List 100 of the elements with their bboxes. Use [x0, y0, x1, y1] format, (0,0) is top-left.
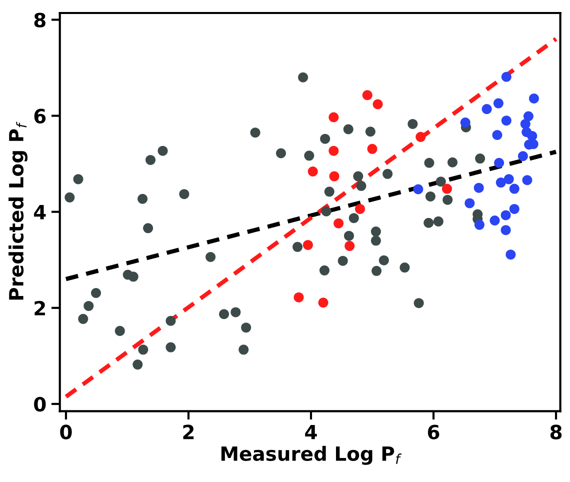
- point: [442, 194, 453, 205]
- point: [138, 194, 148, 204]
- point: [353, 171, 364, 182]
- point: [321, 206, 332, 216]
- point: [320, 134, 330, 144]
- x-tick-label: 4: [305, 424, 317, 440]
- point: [64, 192, 75, 202]
- point: [500, 210, 511, 220]
- point: [414, 298, 424, 308]
- point: [354, 204, 366, 214]
- point: [219, 309, 230, 320]
- point: [425, 191, 436, 202]
- point: [372, 266, 382, 276]
- point: [424, 158, 434, 168]
- x-axis-title: Measured Log P$_{f}$: [221, 446, 402, 465]
- point: [302, 240, 313, 250]
- y-axis-title: Predicted Log P$_{f}$: [8, 122, 28, 300]
- point: [528, 93, 539, 104]
- point: [143, 223, 154, 234]
- point: [447, 157, 458, 168]
- y-tick-label: 0: [34, 396, 46, 412]
- point: [492, 130, 502, 140]
- point: [166, 342, 176, 352]
- point: [328, 112, 339, 122]
- x-tick-label: 0: [60, 424, 72, 440]
- point: [238, 344, 249, 355]
- point: [338, 256, 348, 266]
- point: [230, 307, 241, 318]
- point: [334, 218, 344, 228]
- point: [250, 128, 260, 138]
- point: [518, 151, 528, 162]
- point: [504, 174, 514, 184]
- point: [304, 150, 314, 161]
- point: [146, 154, 156, 165]
- x-tick-label: 8: [550, 424, 562, 440]
- point: [382, 168, 393, 179]
- point: [520, 118, 530, 129]
- point: [436, 176, 446, 187]
- point: [308, 166, 318, 177]
- point: [90, 288, 101, 298]
- point: [400, 262, 410, 273]
- point: [298, 72, 308, 82]
- point: [433, 216, 444, 226]
- point: [329, 171, 340, 182]
- y-tick-label: 2: [34, 300, 45, 316]
- point: [464, 198, 475, 208]
- point: [362, 90, 372, 100]
- point: [509, 184, 520, 194]
- point: [319, 265, 330, 276]
- point: [132, 360, 143, 370]
- point: [356, 180, 366, 191]
- y-tick-label: 8: [34, 12, 46, 28]
- point: [84, 300, 94, 311]
- point: [114, 326, 125, 336]
- point: [138, 344, 148, 355]
- point: [348, 213, 359, 224]
- point: [324, 186, 334, 197]
- y-tick-label: 4: [34, 205, 46, 220]
- point: [416, 132, 426, 142]
- point: [328, 146, 339, 156]
- point: [344, 230, 354, 241]
- point: [294, 292, 304, 302]
- point: [128, 272, 138, 282]
- point: [442, 184, 452, 194]
- point: [501, 116, 512, 126]
- point: [158, 146, 168, 156]
- point: [318, 298, 328, 308]
- point: [500, 225, 511, 236]
- point: [370, 226, 381, 237]
- point: [276, 148, 286, 158]
- y-tick-label: 6: [34, 108, 46, 124]
- point: [73, 174, 84, 184]
- point: [522, 175, 532, 186]
- point: [474, 182, 484, 193]
- point: [474, 220, 484, 230]
- point: [509, 204, 520, 214]
- point: [490, 215, 500, 226]
- point: [506, 250, 516, 260]
- point: [496, 178, 506, 188]
- point: [460, 118, 470, 128]
- point: [494, 158, 504, 168]
- point: [292, 242, 303, 252]
- point: [206, 252, 216, 262]
- point: [413, 184, 424, 194]
- point: [408, 118, 418, 129]
- point: [475, 154, 486, 164]
- point: [370, 236, 381, 246]
- point: [343, 124, 354, 134]
- point: [501, 72, 512, 82]
- point: [365, 126, 376, 137]
- point: [166, 316, 176, 326]
- point: [482, 104, 492, 114]
- point: [424, 218, 434, 228]
- point: [523, 111, 534, 122]
- point: [241, 322, 252, 333]
- point: [372, 99, 383, 110]
- x-tick-label: 6: [428, 424, 440, 440]
- point: [78, 314, 88, 324]
- point: [367, 144, 378, 154]
- x-tick-label: 2: [183, 424, 194, 440]
